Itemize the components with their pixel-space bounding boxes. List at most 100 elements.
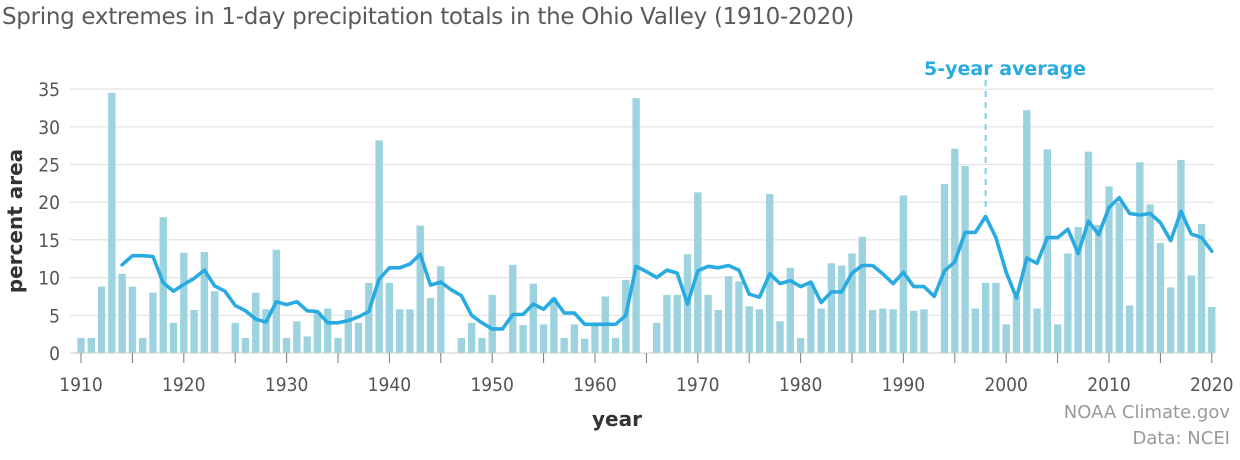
bar-1955 (539, 324, 548, 353)
bar-1912 (97, 286, 106, 353)
bar-1996 (961, 166, 969, 353)
bar-1927 (252, 292, 260, 353)
bar-1987 (868, 310, 877, 353)
five-year-average-line (120, 195, 1214, 331)
bar-2015 (1156, 242, 1165, 353)
bar-1932 (303, 336, 311, 353)
x-tick-label: 1980 (779, 374, 823, 396)
bar-1926 (241, 337, 250, 353)
bar-1928 (262, 309, 270, 353)
bar-2001 (1012, 296, 1021, 353)
chart-title: Spring extremes in 1-day precipitation t… (2, 4, 854, 30)
gridlines (70, 88, 1214, 316)
bar-1981 (807, 283, 815, 353)
bar-2009 (1095, 224, 1103, 353)
bar-2019 (1197, 224, 1206, 353)
bar-2014 (1146, 204, 1154, 353)
y-tick-label: 35 (38, 79, 60, 101)
bar-1953 (519, 325, 527, 353)
bar-1975 (745, 306, 753, 353)
bar-1980 (796, 337, 805, 353)
bar-1966 (652, 322, 661, 353)
bar-1972 (714, 310, 723, 353)
credit-source: NOAA Climate.gov (1064, 402, 1231, 423)
bar-1984 (838, 265, 846, 353)
bar-1997 (971, 308, 980, 353)
bar-1939 (375, 140, 383, 353)
bar-1960 (591, 324, 599, 353)
bar-1974 (735, 281, 743, 353)
bar-1936 (344, 310, 352, 353)
x-tick-label: 1990 (882, 374, 926, 396)
bar-1967 (663, 294, 671, 353)
y-tick-label: 20 (38, 192, 60, 214)
x-tick-label: 1940 (368, 374, 412, 396)
x-tick-label: 1920 (162, 374, 206, 396)
bar-1985 (848, 253, 856, 353)
bar-1995 (951, 148, 959, 353)
bar-2012 (1125, 305, 1134, 353)
bar-1940 (385, 282, 394, 353)
y-axis-title: percent area (3, 149, 27, 293)
bar-1959 (581, 338, 589, 353)
bar-1923 (210, 291, 219, 353)
bar-1952 (509, 264, 517, 353)
bar-1921 (190, 310, 198, 353)
y-tick-label: 10 (38, 268, 60, 290)
bar-2016 (1166, 287, 1175, 353)
bar-1925 (231, 322, 239, 353)
bar-1973 (724, 276, 733, 353)
bar-2000 (1002, 324, 1010, 353)
bar-1942 (406, 309, 414, 353)
bar-2004 (1043, 149, 1052, 353)
x-axis-title: year (592, 407, 642, 431)
x-tick-label: 1950 (470, 374, 514, 396)
x-tick-label: 1960 (573, 374, 617, 396)
bar-1941 (395, 309, 404, 353)
bar-1919 (169, 322, 178, 353)
x-axis: 1910 1920 1930 1940 1950 1960 1970 1980 1990 2000… (59, 352, 1234, 396)
bar-2013 (1136, 162, 1144, 353)
bar-1964 (632, 98, 640, 353)
y-tick-label: 30 (38, 117, 60, 139)
bar-1922 (200, 251, 209, 353)
bar-2017 (1177, 159, 1185, 353)
bar-1989 (889, 309, 897, 353)
bar-1948 (467, 322, 476, 353)
bar-2008 (1084, 151, 1093, 353)
x-tick-label: 2010 (1087, 374, 1131, 396)
bar-1931 (293, 321, 301, 353)
bar-1916 (138, 337, 147, 353)
bar-2006 (1064, 253, 1072, 353)
bar-1949 (478, 337, 486, 353)
bar-1991 (909, 310, 918, 353)
bar-1944 (426, 297, 435, 353)
bar-1992 (920, 309, 928, 353)
bar-2003 (1033, 308, 1041, 353)
bar-1971 (704, 294, 712, 353)
bar-2018 (1187, 275, 1195, 353)
bar-1979 (786, 267, 795, 353)
bar-1930 (282, 337, 291, 353)
bar-1917 (149, 292, 157, 353)
bar-1976 (755, 309, 764, 353)
x-tick-label: 1970 (676, 374, 720, 396)
legend-label: 5-year average (924, 58, 1086, 80)
average-line-group (120, 195, 1214, 331)
bar-2007 (1074, 227, 1082, 353)
bar-1956 (550, 297, 558, 353)
bar-1947 (457, 337, 466, 353)
bar-2020 (1208, 307, 1216, 353)
bar-1978 (776, 321, 784, 353)
bar-1938 (365, 282, 373, 353)
bar-1933 (313, 311, 322, 353)
bar-1962 (611, 337, 620, 353)
bar-1968 (673, 294, 681, 353)
bar-1935 (334, 337, 342, 353)
bar-1913 (108, 92, 116, 354)
bar-1911 (87, 337, 95, 353)
x-tick-label: 1910 (59, 374, 103, 396)
bar-2011 (1115, 202, 1123, 353)
bar-1999 (992, 282, 1000, 353)
